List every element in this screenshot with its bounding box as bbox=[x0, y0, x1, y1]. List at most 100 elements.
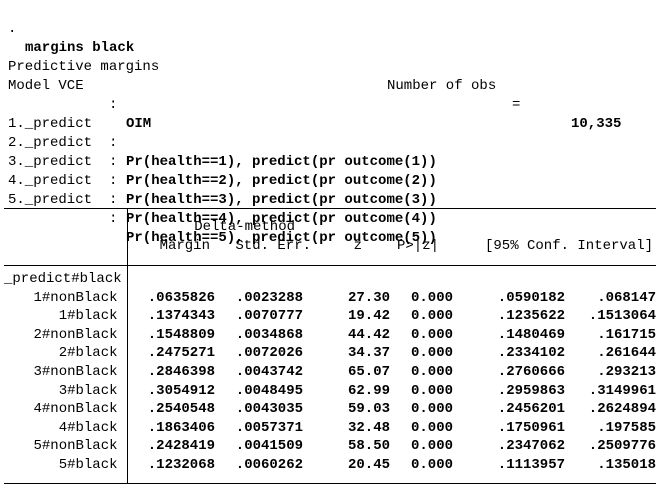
obs-label: Number of obs bbox=[387, 78, 497, 94]
cell-z: 34.37 bbox=[348, 345, 391, 362]
cell-stderr: .0048495 bbox=[235, 382, 304, 399]
cell-stderr: .0060262 bbox=[235, 456, 304, 473]
cell-pvalue: 0.000 bbox=[411, 363, 454, 380]
predict-label: 2._predict bbox=[8, 135, 93, 151]
predict-value: Pr(health==1), predict(pr outcome(1)) bbox=[126, 154, 437, 170]
predict-line: 3._predict : Pr(health==3), predict(pr o… bbox=[0, 134, 665, 208]
cell-ci-high: .1513064 bbox=[588, 308, 657, 325]
cell-z: 20.45 bbox=[348, 456, 391, 473]
predict-line: 5._predict : Pr(health==5), predict(pr o… bbox=[0, 172, 665, 246]
cell-ci-high: .135018 bbox=[597, 456, 657, 473]
col-header-pvalue: P>|z| bbox=[390, 237, 454, 266]
row-group-spacer bbox=[127, 266, 656, 289]
table-row: 4#nonBlack .2540548 .0043035 59.03 0.000… bbox=[4, 400, 656, 419]
cell-pvalue: 0.000 bbox=[411, 401, 454, 418]
model-vce-line: Model VCE : OIM bbox=[0, 58, 665, 132]
cell-ci-low: .2456201 bbox=[497, 401, 566, 418]
table-row: 1#nonBlack .0635826 .0023288 27.30 0.000… bbox=[4, 288, 656, 308]
predict-value: Pr(health==3), predict(pr outcome(3)) bbox=[126, 192, 437, 208]
row-label: 3#black bbox=[4, 381, 128, 401]
table-column-header-row: Margin Std. Err. z P>|z| [95% Conf. Inte… bbox=[4, 237, 657, 266]
cell-pvalue: 0.000 bbox=[411, 419, 454, 436]
model-vce-value: OIM bbox=[126, 116, 152, 132]
predict-line: 1._predict : Pr(health==1), predict(pr o… bbox=[0, 96, 665, 170]
row-label: 2#black bbox=[4, 344, 128, 363]
row-group-header: _predict#black bbox=[4, 265, 656, 289]
row-label: 4#black bbox=[4, 418, 128, 438]
cell-ci-low: .1113957 bbox=[497, 456, 566, 473]
cell-ci-high: .261644 bbox=[597, 345, 657, 362]
row-label: 2#nonBlack bbox=[4, 325, 128, 345]
predict-label: 4._predict bbox=[8, 173, 93, 189]
table-row: 5#black .1232068 .0060262 20.45 0.000 .1… bbox=[4, 455, 657, 484]
table-group-header-row: Delta-method bbox=[4, 208, 656, 238]
cell-margin: .1232068 bbox=[147, 456, 215, 473]
predict-value: Pr(health==4), predict(pr outcome(4)) bbox=[126, 211, 437, 227]
cell-z: 62.99 bbox=[348, 382, 391, 399]
predict-label: 1._predict bbox=[8, 116, 93, 132]
label-col-header-empty bbox=[4, 208, 128, 237]
cell-ci-high: .2624894 bbox=[588, 401, 657, 418]
cell-pvalue: 0.000 bbox=[411, 438, 454, 455]
table-row: 2#black .2475271 .0072026 34.37 0.000 .2… bbox=[4, 344, 656, 363]
cell-margin: .2846398 bbox=[147, 363, 215, 380]
delta-method-header: Delta-method bbox=[194, 219, 296, 235]
table-row: 3#black .3054912 .0048495 62.99 0.000 .2… bbox=[4, 381, 656, 401]
cell-margin: .1374343 bbox=[147, 308, 215, 325]
cell-stderr: .0072026 bbox=[235, 345, 304, 362]
table-body: _predict#black 1#nonBlack .0635826 .0023… bbox=[4, 265, 657, 484]
command-line: . margins black bbox=[0, 1, 665, 56]
obs-value: 10,335 bbox=[571, 116, 622, 132]
cell-ci-high: .161715 bbox=[597, 326, 657, 343]
cell-ci-low: .2760666 bbox=[497, 363, 566, 380]
table-row: 2#nonBlack .1548809 .0034868 44.42 0.000… bbox=[4, 325, 657, 345]
row-label: 5#black bbox=[4, 455, 128, 484]
predict-colon: : bbox=[109, 173, 118, 189]
cell-margin: .2475271 bbox=[147, 345, 215, 362]
cell-ci-high: .2509776 bbox=[588, 438, 657, 455]
row-label: 1#nonBlack bbox=[4, 288, 128, 308]
row-group-label: _predict#black bbox=[4, 265, 128, 289]
cell-stderr: .0043742 bbox=[235, 363, 304, 380]
cell-stderr: .0043035 bbox=[235, 401, 304, 418]
cell-margin: .0635826 bbox=[147, 289, 215, 306]
table-row: 1#black .1374343 .0070777 19.42 0.000 .1… bbox=[4, 307, 656, 326]
predict-label: 3._predict bbox=[8, 154, 93, 170]
cell-z: 19.42 bbox=[348, 308, 391, 325]
command-text: margins black bbox=[25, 40, 135, 56]
cell-ci-high: .197585 bbox=[597, 419, 657, 436]
cell-ci-low: .1480469 bbox=[497, 326, 566, 343]
table-row: 5#nonBlack .2428419 .0041509 58.50 0.000… bbox=[4, 437, 656, 456]
cell-stderr: .0070777 bbox=[235, 308, 304, 325]
col-header-stderr: Std. Err. bbox=[215, 237, 312, 266]
cell-z: 27.30 bbox=[348, 289, 391, 306]
cell-margin: .2540548 bbox=[147, 401, 215, 418]
cell-z: 59.03 bbox=[348, 401, 391, 418]
table-row: 3#nonBlack .2846398 .0043742 65.07 0.000… bbox=[4, 362, 657, 382]
cell-ci-low: .0590182 bbox=[497, 289, 566, 306]
header-spacer bbox=[311, 209, 656, 238]
row-label: 5#nonBlack bbox=[4, 437, 128, 456]
cell-pvalue: 0.000 bbox=[411, 289, 454, 306]
predict-line: 4._predict : Pr(health==4), predict(pr o… bbox=[0, 153, 665, 227]
predict-label: 5._predict bbox=[8, 192, 93, 208]
model-vce-label: Model VCE bbox=[8, 78, 84, 94]
cell-z: 58.50 bbox=[348, 438, 391, 455]
row-label: 3#nonBlack bbox=[4, 362, 128, 382]
cell-pvalue: 0.000 bbox=[411, 326, 454, 343]
margins-table: Delta-method Margin Std. Err. z P>|z| [9… bbox=[4, 208, 657, 484]
cell-margin: .3054912 bbox=[147, 382, 215, 399]
col-header-margin: Margin bbox=[127, 237, 215, 266]
obs-equals: = bbox=[512, 97, 521, 113]
cell-stderr: .0041509 bbox=[235, 438, 304, 455]
cell-ci-low: .2347062 bbox=[497, 438, 566, 455]
cell-z: 32.48 bbox=[348, 419, 391, 436]
cell-stderr: .0034868 bbox=[235, 326, 304, 343]
cell-z: 65.07 bbox=[348, 363, 391, 380]
cell-ci-high: .293213 bbox=[597, 363, 657, 380]
label-col-header-empty bbox=[4, 237, 128, 266]
table-row: 4#black .1863406 .0057371 32.48 0.000 .1… bbox=[4, 418, 657, 438]
command-prompt: . bbox=[8, 21, 17, 37]
cell-pvalue: 0.000 bbox=[411, 308, 454, 325]
